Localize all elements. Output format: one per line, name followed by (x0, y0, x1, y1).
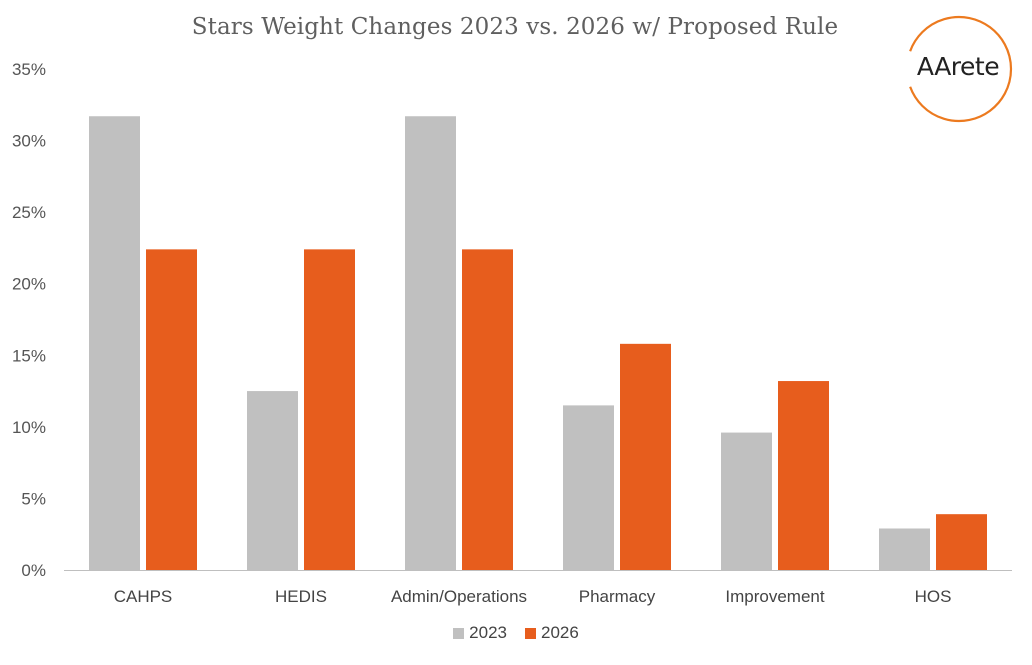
y-tick-label: 5% (21, 489, 46, 508)
x-tick-label: HOS (915, 587, 952, 606)
bar-2023-improvement (721, 432, 772, 570)
legend-label-2023: 2023 (469, 623, 507, 642)
y-tick-label: 10% (12, 418, 46, 437)
logo-arc-icon (909, 15, 1013, 123)
chart-legend: 2023 2026 (0, 623, 1032, 643)
x-tick-label: CAHPS (114, 587, 173, 606)
legend-swatch-2026 (525, 627, 536, 639)
bar-2026-pharmacy (620, 343, 671, 570)
bar-2023-admin-operations (405, 116, 456, 570)
x-tick-label: Admin/Operations (391, 587, 527, 606)
legend-item-2026: 2026 (525, 623, 579, 643)
x-tick-label: Improvement (725, 587, 824, 606)
y-tick-label: 30% (12, 132, 46, 151)
bar-2026-cahps (146, 249, 197, 571)
y-tick-label: 25% (12, 203, 46, 222)
chart-title: Stars Weight Changes 2023 vs. 2026 w/ Pr… (191, 14, 839, 40)
y-tick-label: 15% (12, 346, 46, 365)
bar-2026-hedis (304, 249, 355, 571)
bar-2023-cahps (89, 116, 140, 570)
y-tick-label: 35% (12, 60, 46, 79)
legend-item-2023: 2023 (453, 623, 507, 643)
legend-swatch-2023 (453, 627, 465, 639)
bar-2026-admin-operations (462, 249, 513, 571)
logo-text: AArete (916, 52, 1000, 81)
bar-2023-pharmacy (563, 405, 614, 570)
bar-2026-hos (936, 514, 987, 570)
aarete-logo: AArete (900, 14, 1018, 124)
y-tick-label: 0% (21, 561, 46, 580)
x-tick-label: Pharmacy (579, 587, 656, 606)
bar-2026-improvement (778, 381, 829, 570)
legend-label-2026: 2026 (541, 623, 579, 642)
bar-2023-hos (879, 528, 930, 570)
bar-2023-hedis (247, 391, 298, 570)
y-tick-label: 20% (12, 275, 46, 294)
x-tick-label: HEDIS (275, 587, 327, 606)
